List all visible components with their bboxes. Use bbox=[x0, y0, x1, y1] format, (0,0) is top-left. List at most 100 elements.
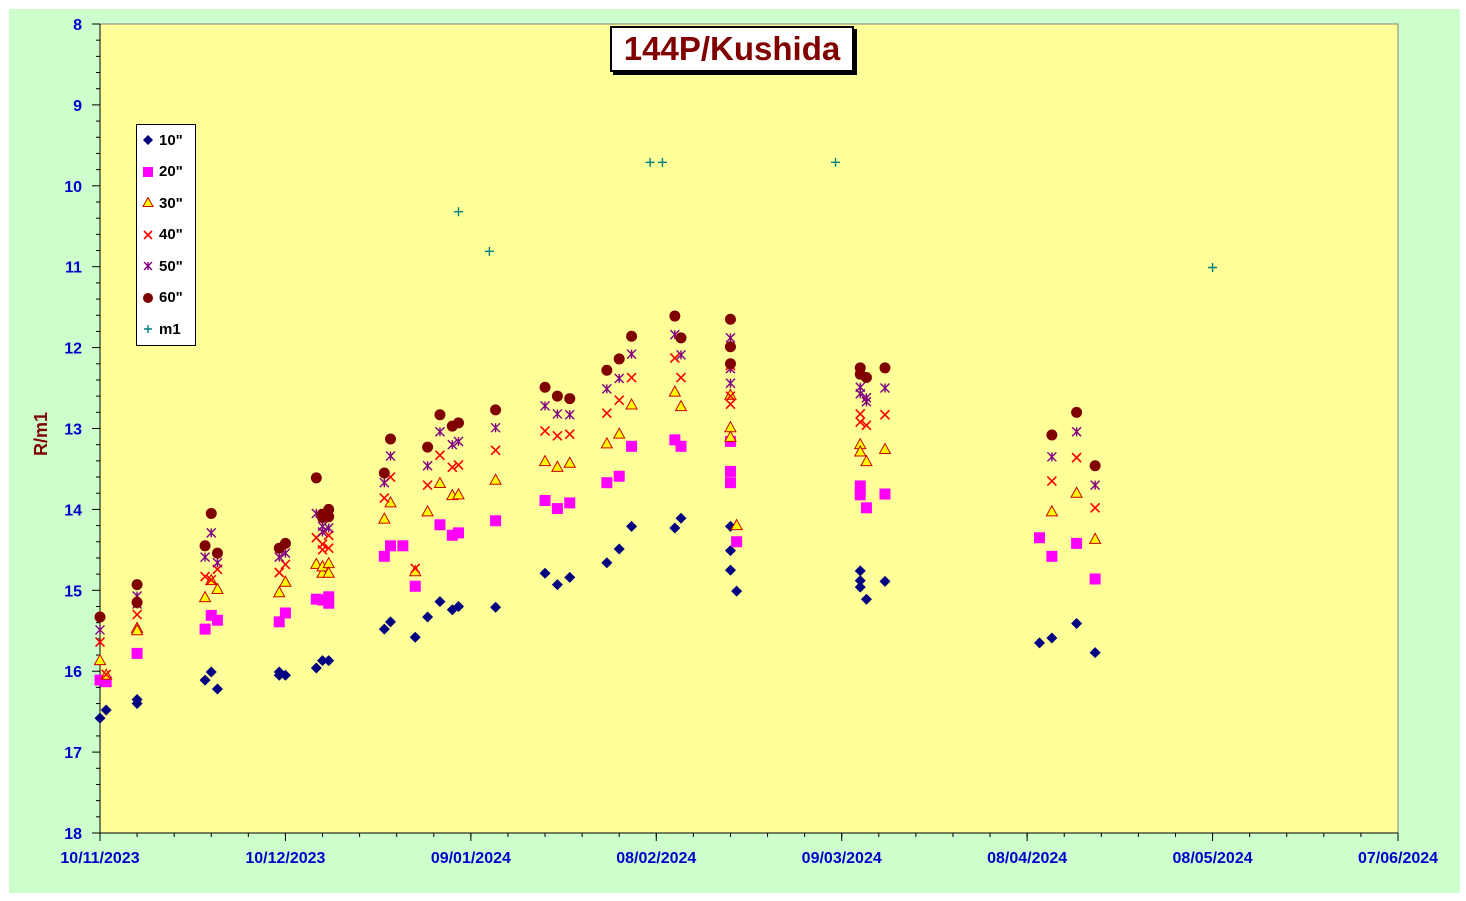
marker-x bbox=[1071, 452, 1082, 463]
marker-star bbox=[274, 552, 285, 563]
marker-plus bbox=[657, 157, 667, 167]
marker-star bbox=[552, 408, 563, 419]
marker-x bbox=[410, 563, 421, 574]
marker-diamond bbox=[854, 581, 866, 593]
marker-x bbox=[101, 669, 112, 680]
marker-star bbox=[564, 409, 575, 420]
marker-circle bbox=[724, 313, 736, 325]
marker-circle bbox=[613, 353, 625, 365]
y-axis: 8 9 10 11 12 13 14 15 16 17 18 bbox=[64, 17, 101, 843]
marker-diamond bbox=[1046, 632, 1058, 644]
marker-square bbox=[199, 623, 211, 635]
legend-label: 10" bbox=[159, 131, 183, 149]
marker-diamond bbox=[626, 520, 638, 532]
marker-triangle bbox=[600, 436, 614, 449]
marker-x bbox=[200, 571, 211, 582]
marker-square bbox=[143, 166, 153, 177]
marker-plus bbox=[453, 207, 463, 217]
marker-diamond bbox=[378, 623, 390, 635]
marker-circle bbox=[724, 358, 736, 370]
marker-x bbox=[675, 372, 687, 383]
marker-x bbox=[1090, 502, 1101, 513]
marker-star bbox=[200, 552, 211, 563]
marker-triangle bbox=[198, 590, 212, 603]
marker-diamond bbox=[143, 135, 153, 145]
marker-square bbox=[397, 540, 409, 552]
series-50 bbox=[95, 329, 1101, 635]
marker-diamond bbox=[273, 669, 285, 681]
marker-square bbox=[323, 591, 335, 603]
marker-circle bbox=[378, 467, 390, 479]
marker-diamond bbox=[854, 565, 866, 577]
marker-triangle bbox=[211, 582, 224, 594]
marker-square bbox=[854, 489, 866, 501]
marker-triangle bbox=[1088, 532, 1102, 544]
marker-circle bbox=[199, 540, 211, 552]
series-20 bbox=[94, 434, 1101, 688]
marker-x bbox=[725, 399, 736, 410]
y-tick-label: 8 bbox=[73, 17, 82, 34]
legend-marker bbox=[137, 321, 159, 337]
marker-circle bbox=[675, 332, 687, 344]
marker-square bbox=[564, 497, 576, 509]
marker-square bbox=[279, 607, 291, 619]
legend-item: 40" bbox=[137, 221, 195, 249]
series-60 bbox=[94, 310, 1101, 623]
marker-star bbox=[490, 422, 501, 433]
marker-circle bbox=[860, 372, 872, 384]
marker-circle bbox=[490, 404, 502, 416]
marker-triangle bbox=[377, 512, 391, 524]
marker-square bbox=[626, 440, 638, 452]
x-tick-label: 08/04/2024 bbox=[987, 850, 1067, 867]
marker-triangle bbox=[279, 575, 292, 587]
marker-x bbox=[280, 559, 291, 570]
marker-triangle bbox=[433, 476, 447, 489]
marker-square bbox=[613, 470, 625, 482]
marker-circle bbox=[452, 417, 464, 429]
marker-diamond bbox=[675, 512, 687, 524]
marker-triangle bbox=[142, 196, 154, 207]
marker-triangle bbox=[563, 456, 577, 468]
marker-diamond bbox=[434, 596, 446, 608]
marker-diamond bbox=[452, 600, 464, 612]
marker-star bbox=[879, 383, 890, 394]
marker-x bbox=[379, 493, 390, 504]
marker-circle bbox=[564, 393, 576, 405]
marker-triangle bbox=[1045, 504, 1059, 517]
marker-x bbox=[552, 430, 563, 441]
marker-square bbox=[323, 597, 335, 609]
marker-x bbox=[447, 462, 458, 473]
marker-x bbox=[879, 409, 891, 420]
marker-square bbox=[273, 616, 285, 628]
marker-circle bbox=[1089, 460, 1101, 472]
marker-square bbox=[94, 674, 106, 686]
marker-square bbox=[879, 488, 891, 500]
marker-plus bbox=[645, 157, 655, 167]
marker-triangle bbox=[853, 444, 867, 457]
legend-label: m1 bbox=[159, 320, 181, 338]
legend-label: 30" bbox=[159, 194, 183, 212]
marker-diamond bbox=[551, 579, 563, 591]
marker-square bbox=[1034, 532, 1046, 544]
marker-square bbox=[211, 614, 223, 626]
marker-x bbox=[323, 530, 334, 541]
marker-diamond bbox=[94, 712, 106, 724]
marker-x bbox=[669, 353, 680, 364]
marker-triangle bbox=[130, 623, 144, 636]
marker-diamond bbox=[199, 674, 211, 686]
y-tick-label: 16 bbox=[64, 664, 82, 681]
marker-triangle bbox=[272, 585, 286, 598]
marker-circle bbox=[131, 579, 143, 591]
marker-star bbox=[626, 349, 637, 360]
marker-square bbox=[675, 440, 687, 452]
marker-square bbox=[724, 477, 736, 489]
marker-star bbox=[95, 624, 105, 635]
y-tick-label: 12 bbox=[64, 341, 82, 358]
marker-star bbox=[725, 332, 736, 343]
series-m1 bbox=[453, 157, 1218, 273]
marker-diamond bbox=[731, 585, 743, 597]
x-tick-label: 08/05/2024 bbox=[1173, 850, 1253, 867]
legend-marker bbox=[137, 164, 159, 180]
marker-x bbox=[274, 567, 285, 578]
marker-circle bbox=[1071, 406, 1083, 418]
